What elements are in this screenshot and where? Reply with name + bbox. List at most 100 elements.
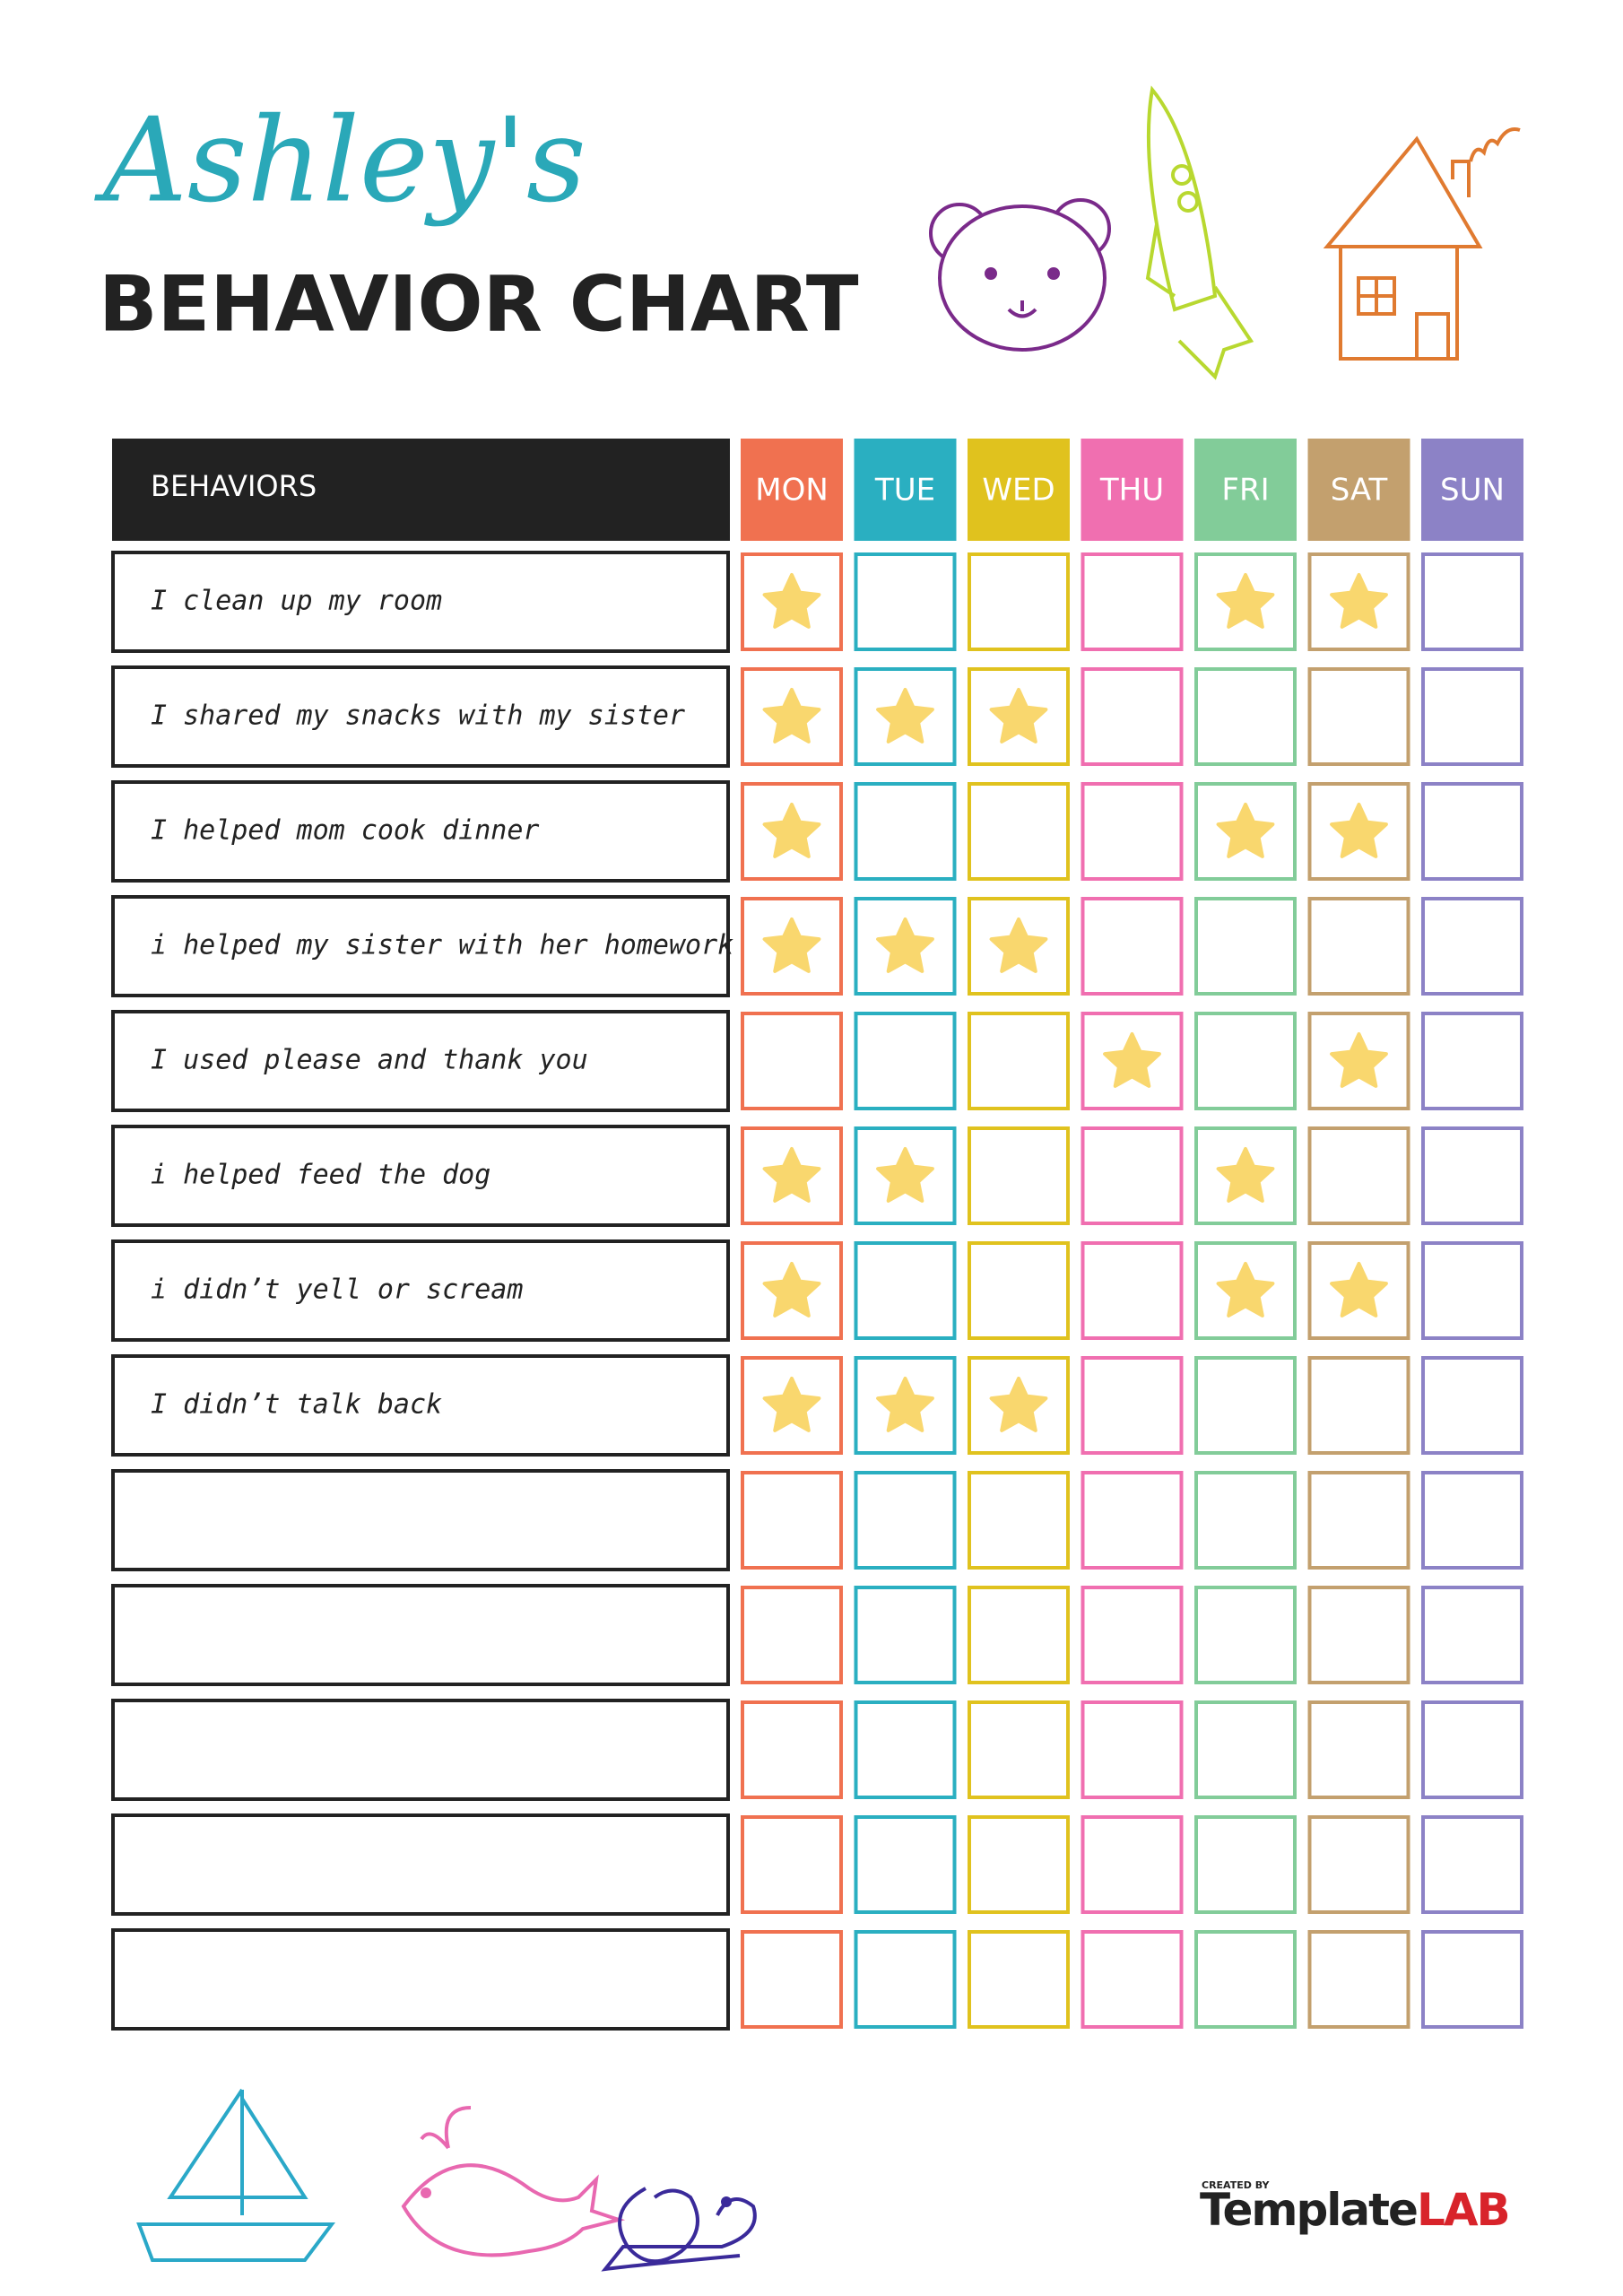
day-cell <box>1081 1126 1184 1225</box>
day-cell <box>968 1012 1070 1110</box>
day-label: FRI <box>1221 473 1269 509</box>
day-cell <box>1081 782 1184 881</box>
day-label: SUN <box>1440 473 1505 509</box>
child-name: Ashley's <box>94 92 586 229</box>
day-cell <box>1307 552 1410 651</box>
day-cell <box>1081 1356 1184 1455</box>
behavior-cell <box>111 1469 730 1571</box>
day-label: THU <box>1099 473 1164 509</box>
day-cell <box>1307 1356 1410 1455</box>
day-label: TUE <box>874 473 935 509</box>
day-cell <box>1421 667 1523 766</box>
day-cell <box>1081 1700 1184 1799</box>
day-cell <box>1194 1700 1297 1799</box>
star <box>762 1262 821 1318</box>
day-cell <box>1081 1471 1184 1570</box>
day-header <box>1421 439 1523 541</box>
behavior-cell <box>111 1010 730 1112</box>
day-cell <box>741 1930 843 2029</box>
day-cell <box>1081 1012 1184 1110</box>
star <box>1330 1032 1388 1088</box>
day-cell <box>1194 667 1297 766</box>
star <box>1330 1262 1388 1318</box>
star <box>762 688 821 744</box>
day-cell <box>1421 1241 1523 1340</box>
behavior-cell <box>111 1239 730 1342</box>
star <box>762 918 821 973</box>
day-cell <box>1194 1012 1297 1110</box>
page-title: BEHAVIOR CHART <box>99 259 859 349</box>
day-cell <box>854 1012 957 1110</box>
day-cell <box>854 1700 957 1799</box>
behavior-cell <box>111 1584 730 1686</box>
day-cell <box>854 1471 957 1570</box>
day-cell <box>968 1930 1070 2029</box>
behavior-cell <box>111 895 730 997</box>
day-cell <box>1194 1930 1297 2029</box>
day-cell <box>1421 1471 1523 1570</box>
day-cell <box>1421 1126 1523 1225</box>
star <box>876 918 934 973</box>
logo-part1: Template <box>1200 2184 1417 2236</box>
star <box>762 1377 821 1432</box>
day-cell <box>1307 1126 1410 1225</box>
day-cell <box>1194 1815 1297 1914</box>
day-cell <box>741 1815 843 1914</box>
day-cell <box>1194 1471 1297 1570</box>
day-header <box>1194 439 1297 541</box>
day-cell <box>854 1930 957 2029</box>
star <box>1330 803 1388 858</box>
day-cell <box>1421 897 1523 996</box>
day-cell <box>854 552 957 651</box>
day-cell <box>854 1586 957 1684</box>
day-cell <box>1194 1356 1297 1455</box>
behavior-cell <box>111 665 730 768</box>
day-cell <box>854 1815 957 1914</box>
day-cell <box>968 1700 1070 1799</box>
star <box>1330 573 1388 629</box>
behavior-cell <box>111 1699 730 1801</box>
star <box>989 918 1048 973</box>
day-cell <box>1421 782 1523 881</box>
day-header <box>1307 439 1410 541</box>
behavior-text: I helped mom cook dinner <box>151 815 539 847</box>
day-cell <box>1307 1700 1410 1799</box>
day-cell <box>968 782 1070 881</box>
behavior-cell <box>111 1125 730 1227</box>
day-cell <box>1081 1815 1184 1914</box>
day-cell <box>1081 1930 1184 2029</box>
day-header <box>968 439 1070 541</box>
day-header <box>1081 439 1184 541</box>
day-cell <box>1307 1815 1410 1914</box>
logo-created-by: CREATED BY <box>1202 2179 1270 2191</box>
day-header <box>854 439 957 541</box>
day-cell <box>1081 552 1184 651</box>
behavior-text: i helped feed the dog <box>151 1160 490 1191</box>
doodles <box>136 85 1521 2272</box>
star <box>1103 1032 1161 1088</box>
star <box>876 1147 934 1203</box>
logo: TemplateLAB <box>1200 2184 1509 2236</box>
day-cell <box>1421 1930 1523 2029</box>
behavior-cell <box>111 1813 730 1916</box>
behavior-cell <box>111 1928 730 2031</box>
day-cell <box>968 1586 1070 1684</box>
star <box>1216 1262 1275 1318</box>
behaviors-header <box>112 439 730 541</box>
day-cell <box>854 1241 957 1340</box>
day-cell <box>1081 897 1184 996</box>
day-cell <box>1081 1586 1184 1684</box>
day-cell <box>968 1241 1070 1340</box>
day-cell <box>741 1471 843 1570</box>
day-label: SAT <box>1331 473 1388 509</box>
behavior-text: i helped my sister with her homework <box>151 930 733 961</box>
day-cell <box>968 552 1070 651</box>
behavior-cell <box>111 551 730 653</box>
star <box>1216 573 1275 629</box>
behavior-text: I used please and thank you <box>151 1045 588 1076</box>
star <box>989 1377 1048 1432</box>
star <box>762 1147 821 1203</box>
day-cell <box>1307 1471 1410 1570</box>
behavior-table: BEHAVIORS MON TUE WED THU FRI SAT SUN I clean u… <box>111 439 1523 2031</box>
